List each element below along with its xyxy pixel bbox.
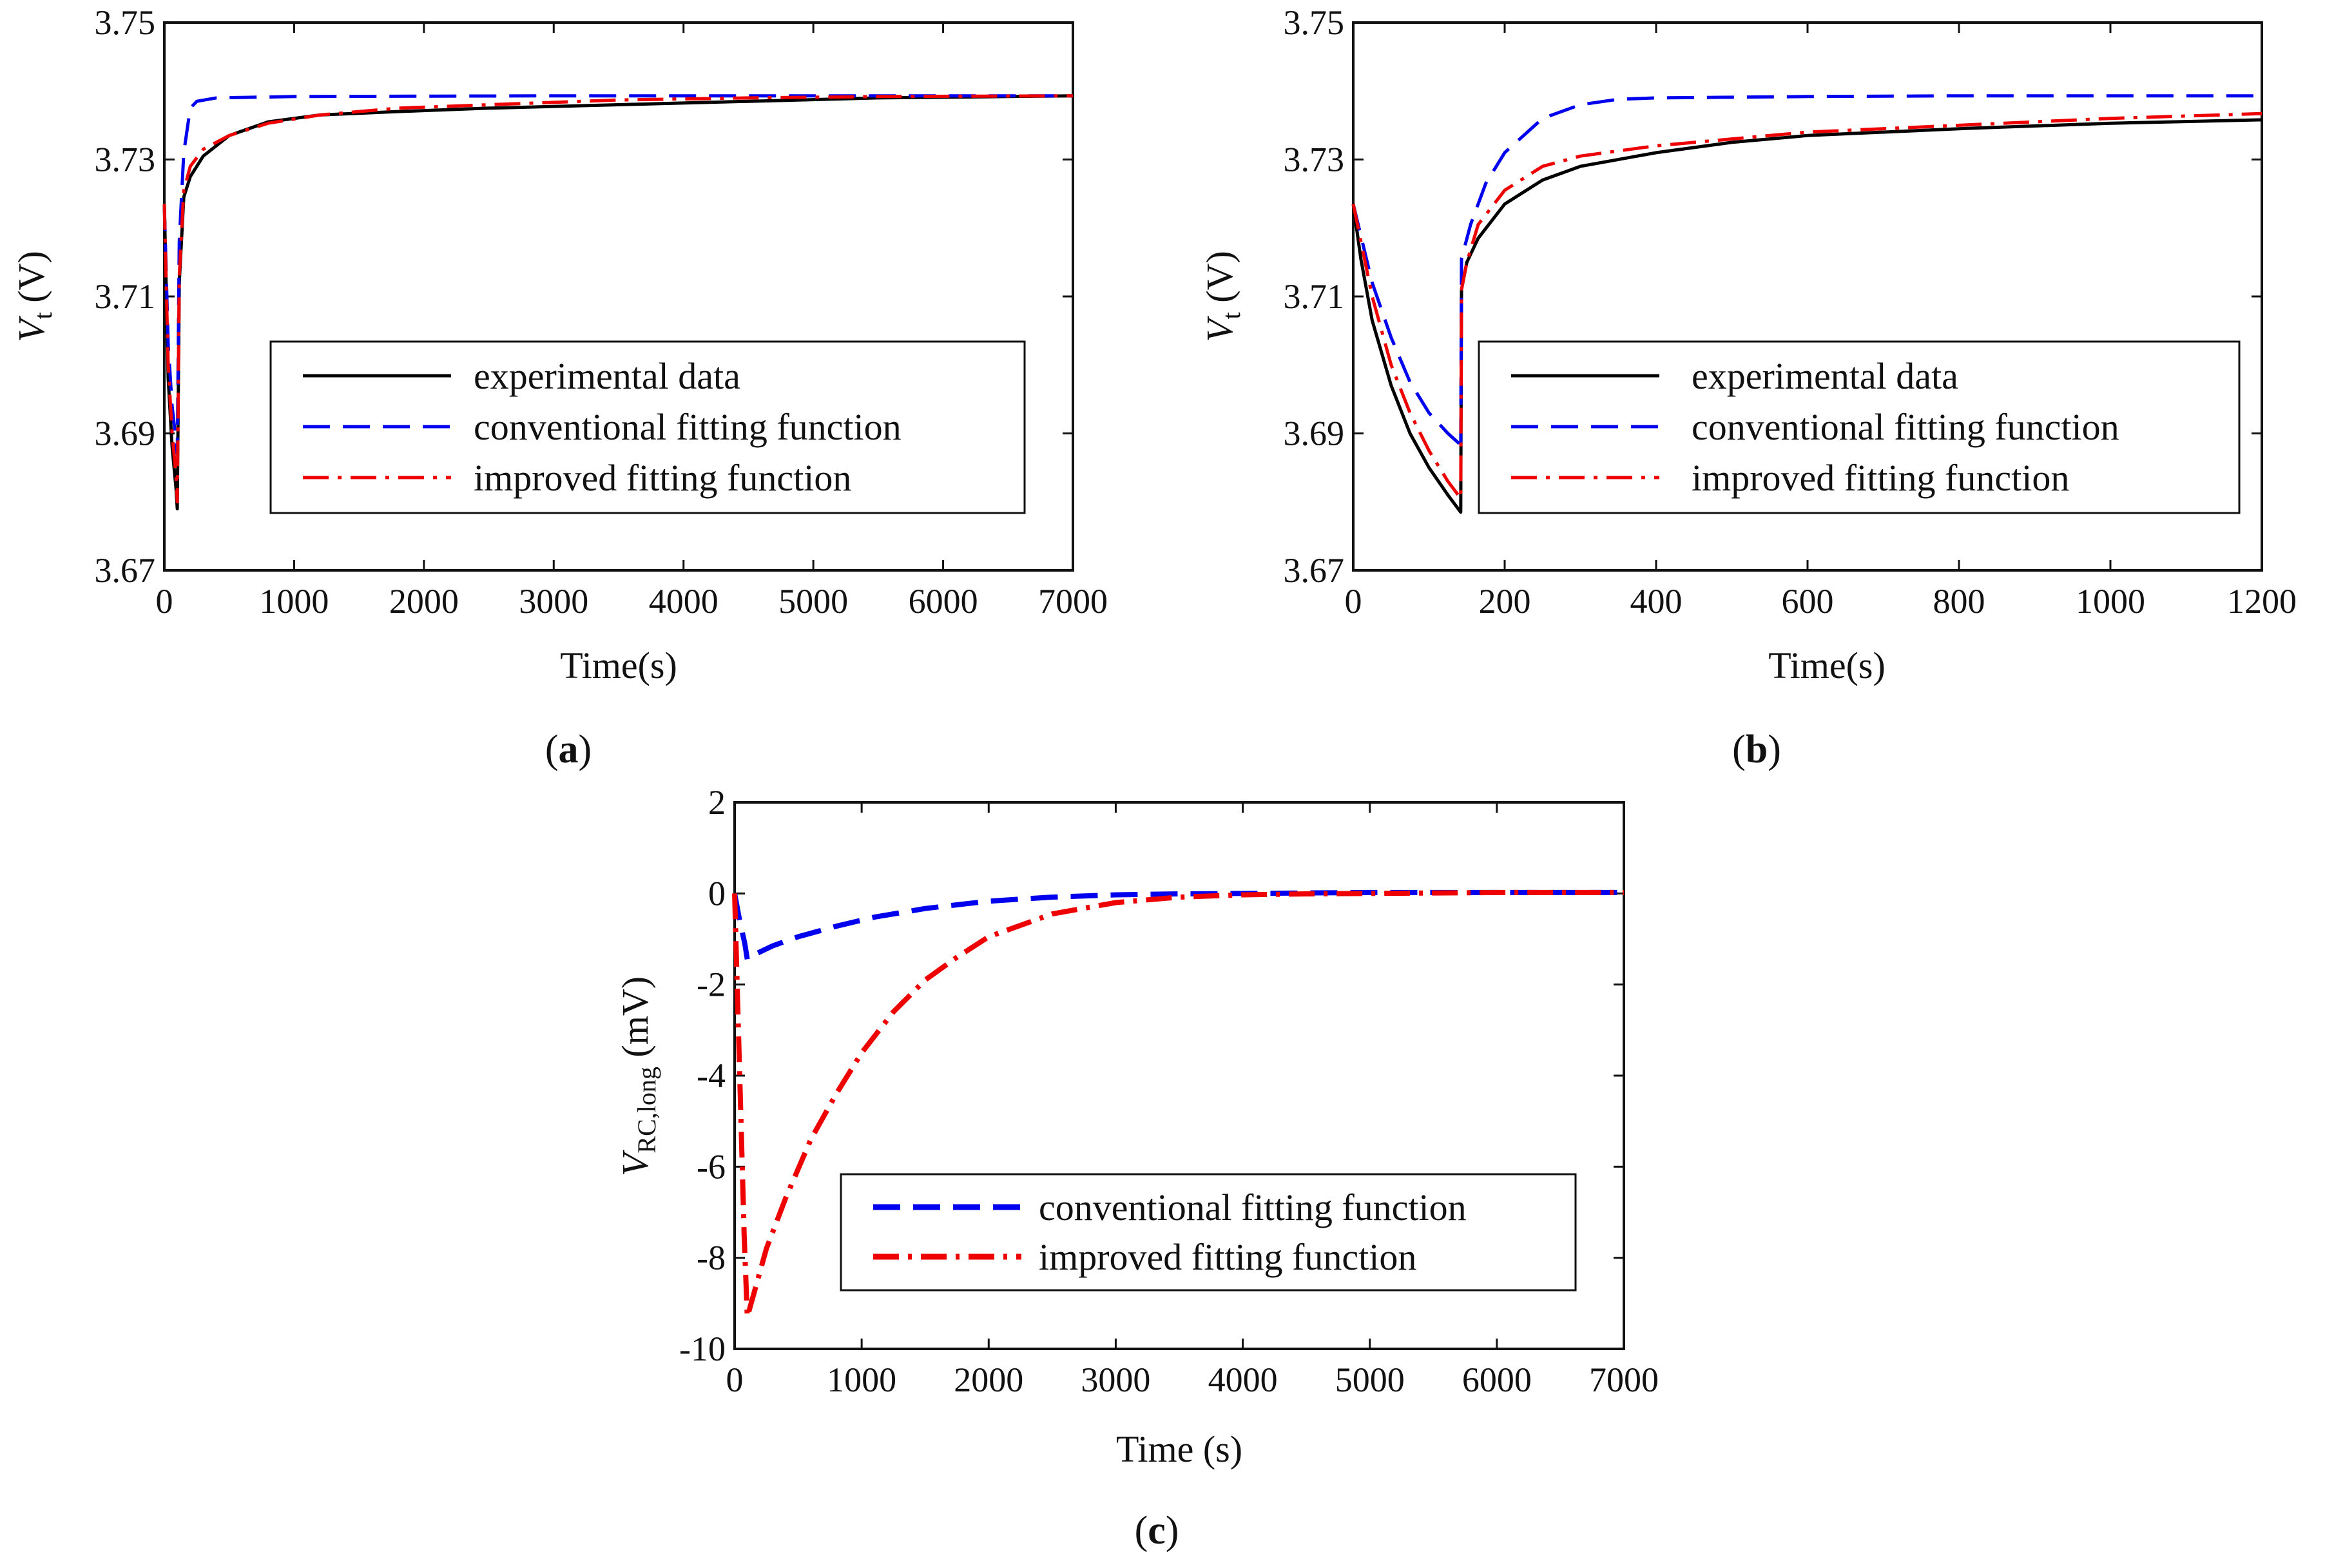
x-tick-label: 7000 [1589, 1360, 1659, 1399]
x-tick-label: 400 [1630, 582, 1683, 621]
y-axis-label-main-b: V [1199, 315, 1240, 342]
x-tick-label: 1200 [2227, 582, 2297, 621]
legend-label-experimental-b: experimental data [1692, 355, 1958, 397]
caption-a: (a) [545, 728, 592, 771]
caption-letter-b: b [1746, 728, 1768, 771]
y-tick-label: -8 [697, 1239, 726, 1277]
series-line-improved-fitting-function [162, 94, 1074, 504]
legend-c: conventional fitting function improved f… [840, 1173, 1577, 1292]
legend-label-conventional-a: conventional fitting function [474, 406, 902, 448]
y-tick-label: -6 [697, 1147, 726, 1186]
x-tick-label: 0 [726, 1360, 744, 1399]
y-axis-label-sub-c: RC,long [632, 1067, 661, 1153]
y-tick-label: 3.75 [95, 3, 156, 42]
y-tick-label: 3.67 [95, 551, 156, 590]
y-axis-label-c: VRC,long (mV) [614, 976, 661, 1176]
series-line-improved-fitting-function [1351, 111, 2262, 500]
legend-box-c [840, 1173, 1577, 1292]
legend-b: experimental data conventional fitting f… [1478, 340, 2241, 514]
y-axis-label-sub-a: t [28, 312, 57, 319]
ticks-a: 0 1000 2000 3000 4000 5000 6000 7000 3.67 3.69 3.7… [95, 3, 1108, 621]
y-tick-label: 0 [708, 874, 726, 913]
x-tick-label: 0 [156, 582, 173, 621]
legend-label-improved-a: improved fitting function [474, 457, 851, 499]
y-axis-label-sub-b: t [1217, 312, 1246, 319]
y-tick-label: 3.71 [95, 277, 156, 316]
y-axis-label-main-a: V [10, 315, 52, 342]
x-tick-label: 200 [1479, 582, 1531, 621]
y-tick-label: 3.71 [1284, 277, 1345, 316]
legend-label-improved-c: improved fitting function [1039, 1236, 1416, 1278]
x-tick-label: 1000 [2076, 582, 2145, 621]
x-tick-label: 5000 [1335, 1360, 1405, 1399]
x-tick-label: 2000 [389, 582, 459, 621]
x-tick-label: 1000 [827, 1360, 896, 1399]
panel-b: 0 200 400 600 800 1000 1200 3.67 3.69 3.71 3.73 3.7… [1199, 3, 2297, 771]
y-axis-label-tail-b: (V) [1199, 251, 1240, 312]
legend-label-experimental-a: experimental data [474, 355, 740, 397]
y-tick-label: -10 [679, 1330, 726, 1368]
series-line-conventional-fitting-function [732, 889, 1624, 962]
caption-letter-c: c [1148, 1509, 1166, 1553]
x-tick-label: 2000 [954, 1360, 1023, 1399]
y-tick-label: 3.73 [95, 140, 156, 179]
x-tick-label: 4000 [649, 582, 719, 621]
y-axis-label-tail-a: (V) [10, 251, 52, 312]
y-tick-label: 3.75 [1284, 3, 1345, 42]
x-axis-label-b: Time(s) [1768, 644, 1886, 686]
series-group-a [162, 94, 1074, 510]
x-tick-label: 1000 [259, 582, 329, 621]
x-axis-label-a: Time(s) [560, 644, 677, 686]
caption-b: (b) [1732, 728, 1781, 771]
ticks-b: 0 200 400 600 800 1000 1200 3.67 3.69 3.71 3.73 3.7… [1284, 3, 2297, 621]
x-axis-label-c: Time (s) [1116, 1428, 1242, 1470]
x-tick-label: 600 [1782, 582, 1834, 621]
ticks-c: 0 1000 2000 3000 4000 5000 6000 7000 -10 -8 -6 -4 -2… [679, 783, 1659, 1399]
x-tick-label: 0 [1345, 582, 1362, 621]
x-tick-label: 5000 [778, 582, 848, 621]
y-axis-label-main-c: V [614, 1149, 656, 1176]
caption-letter-a: a [559, 728, 579, 771]
y-axis-label-b: Vt (V) [1199, 251, 1246, 342]
x-tick-label: 7000 [1038, 582, 1108, 621]
x-tick-label: 6000 [909, 582, 978, 621]
series-line-improved-fitting-function [732, 889, 1624, 1320]
series-line-experimental-data [1351, 118, 2262, 514]
x-tick-label: 4000 [1208, 1360, 1278, 1399]
legend-label-conventional-c: conventional fitting function [1039, 1186, 1467, 1228]
x-tick-label: 800 [1933, 582, 1985, 621]
legend-label-improved-b: improved fitting function [1692, 457, 2069, 499]
y-axis-label-a: Vt (V) [10, 251, 57, 342]
y-axis-label-tail-c: (mV) [614, 976, 656, 1067]
x-tick-label: 3000 [1081, 1360, 1150, 1399]
y-tick-label: -4 [697, 1056, 726, 1095]
x-tick-label: 6000 [1462, 1360, 1532, 1399]
legend-a: experimental data conventional fitting f… [269, 340, 1026, 514]
series-group-b [1351, 94, 2262, 514]
series-line-conventional-fitting-function [1351, 94, 2262, 452]
caption-c: (c) [1135, 1509, 1179, 1553]
panel-a: 0 1000 2000 3000 4000 5000 6000 7000 3.67 3.69 3.7… [10, 3, 1108, 771]
y-tick-label: -2 [697, 965, 726, 1004]
series-group-c [732, 889, 1624, 1320]
y-tick-label: 3.73 [1284, 140, 1345, 179]
y-tick-label: 2 [708, 783, 726, 822]
legend-label-conventional-b: conventional fitting function [1692, 406, 2119, 448]
y-tick-label: 3.69 [1284, 414, 1345, 453]
x-tick-label: 3000 [519, 582, 588, 621]
y-tick-label: 3.69 [95, 414, 156, 453]
y-tick-label: 3.67 [1284, 551, 1345, 590]
panel-c: 0 1000 2000 3000 4000 5000 6000 7000 -10 -8 -6 -4 -2… [614, 783, 1659, 1553]
